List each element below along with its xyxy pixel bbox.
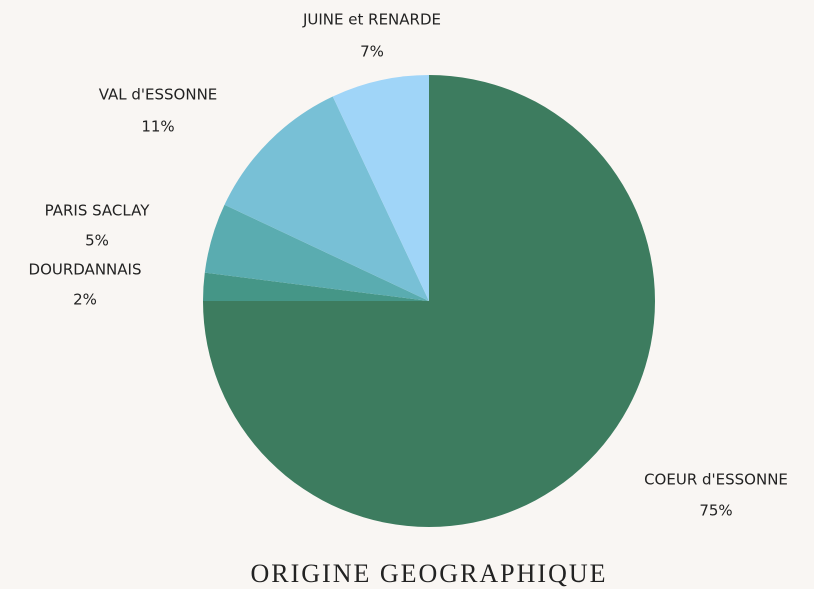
slice-value-label: 11% (141, 118, 174, 136)
slice-label: VAL d'ESSONNE (99, 86, 218, 104)
slice-value-label: 75% (699, 502, 732, 520)
pie-slice (224, 96, 429, 301)
pie-slice (204, 204, 429, 301)
chart-title: ORIGINE GEOGRAPHIQUE (250, 559, 607, 588)
slice-label: PARIS SACLAY (45, 202, 151, 220)
slice-value-label: 2% (73, 291, 97, 309)
slice-label: JUINE et RENARDE (302, 11, 441, 29)
slice-label: COEUR d'ESSONNE (644, 471, 788, 489)
slice-label: DOURDANNAIS (29, 261, 142, 279)
pie-slice (203, 272, 429, 301)
pie-slice (332, 75, 429, 301)
slice-value-label: 5% (85, 232, 109, 250)
slice-value-label: 7% (360, 43, 384, 61)
